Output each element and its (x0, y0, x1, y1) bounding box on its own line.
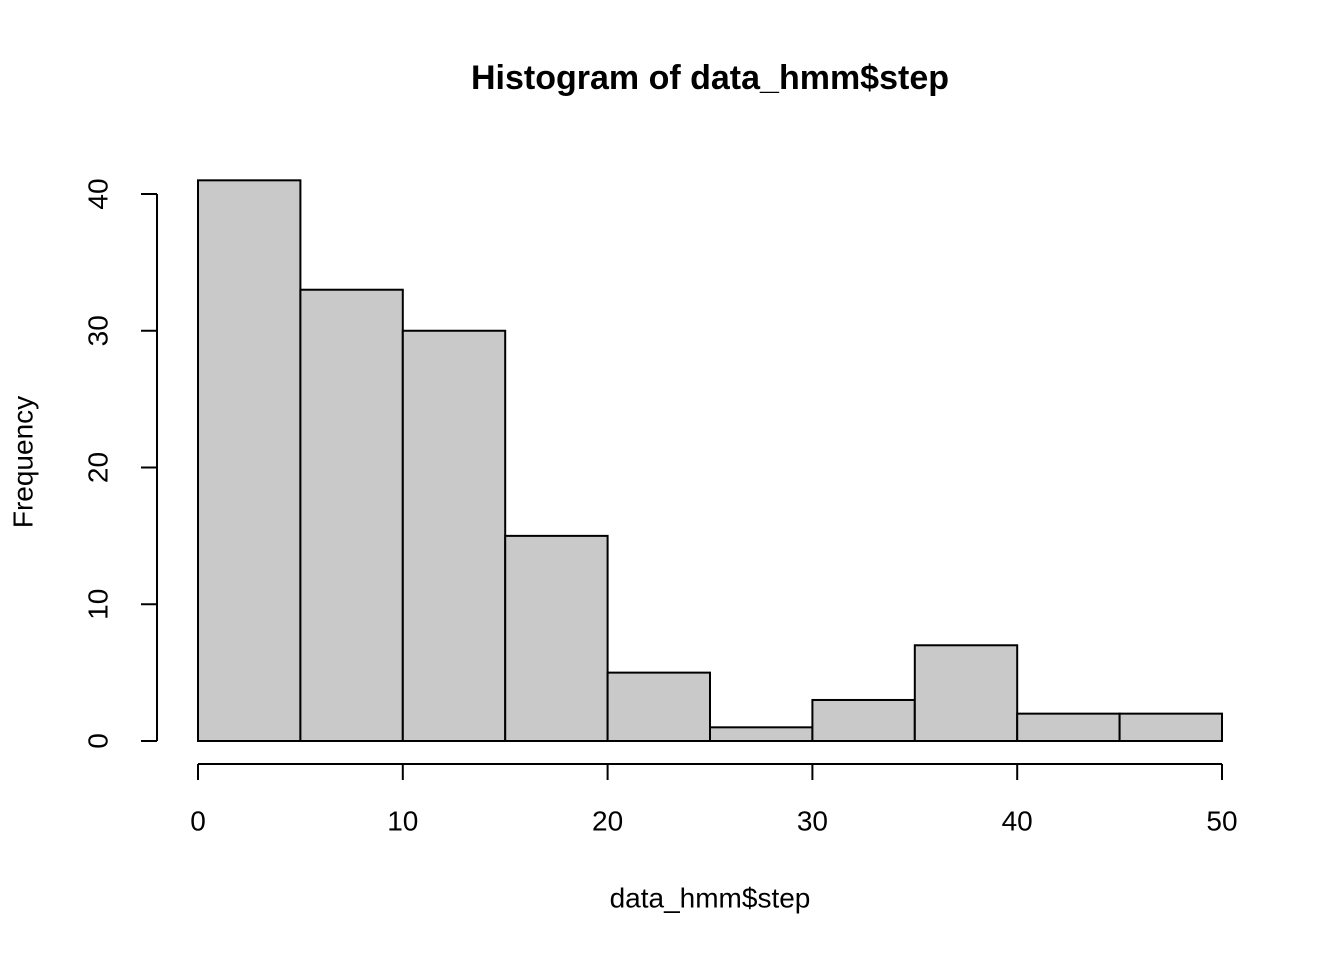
bar (197, 179, 302, 742)
x-axis-label: data_hmm$step (610, 882, 811, 913)
bar (606, 671, 711, 742)
bar (504, 534, 609, 742)
x-tick-label: 30 (797, 805, 828, 836)
y-tick-label: 0 (82, 733, 113, 749)
bar (1016, 712, 1121, 743)
bar (299, 288, 404, 742)
bar (913, 644, 1019, 743)
bar (401, 329, 507, 742)
chart-title: Histogram of data_hmm$step (471, 59, 949, 97)
bar (1118, 712, 1223, 743)
x-tick-label: 0 (190, 805, 206, 836)
x-tick-label: 40 (1002, 805, 1033, 836)
bar (709, 726, 814, 743)
x-tick-label: 10 (387, 805, 418, 836)
y-axis-label: Frequency (7, 396, 38, 528)
y-tick-label: 10 (82, 589, 113, 620)
bar (811, 698, 916, 742)
y-tick-label: 30 (82, 315, 113, 346)
x-tick-label: 20 (592, 805, 623, 836)
y-tick-label: 20 (82, 452, 113, 483)
x-tick-label: 50 (1206, 805, 1237, 836)
y-tick-label: 40 (82, 178, 113, 209)
